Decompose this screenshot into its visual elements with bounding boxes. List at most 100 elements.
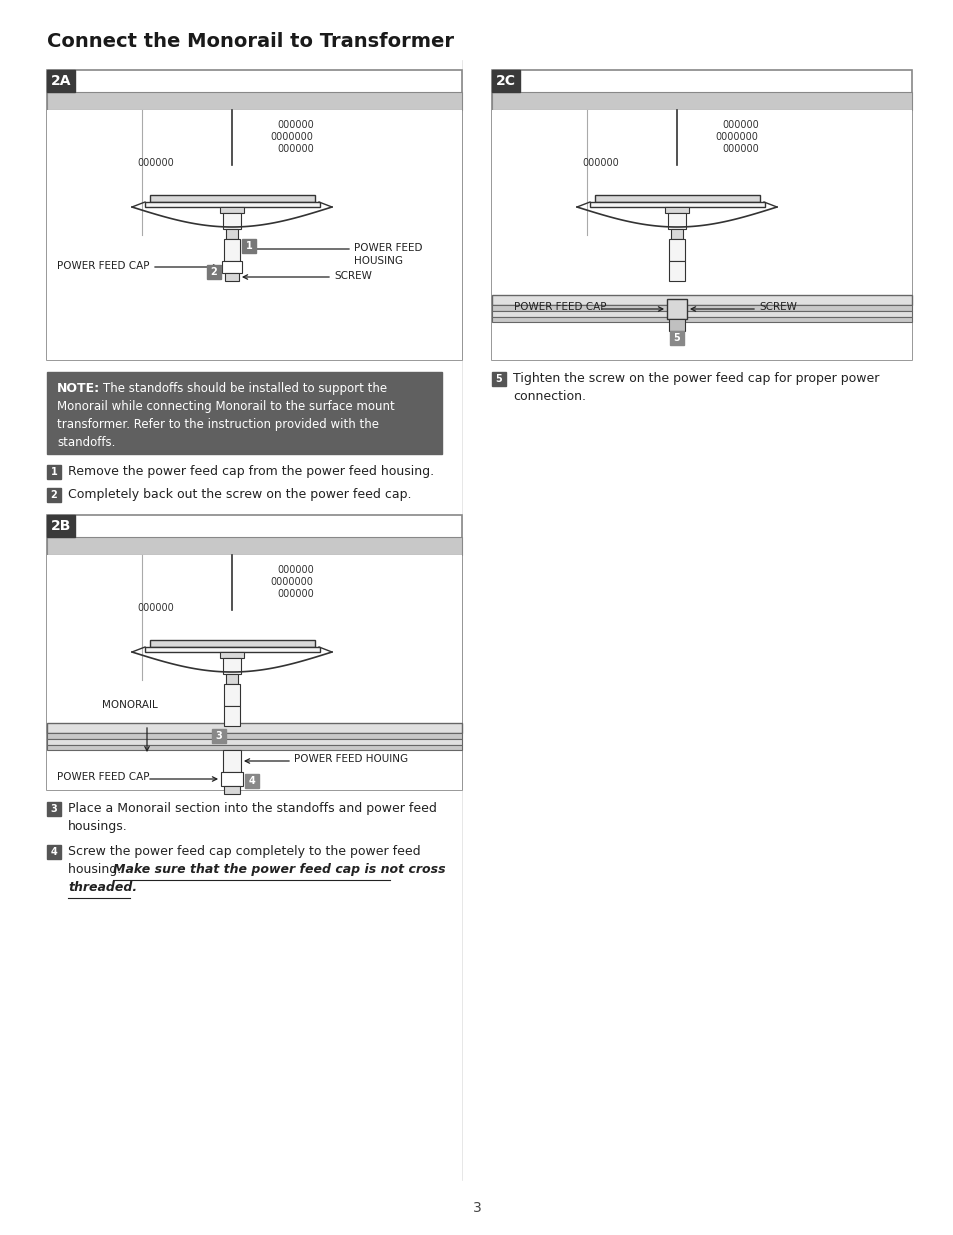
Bar [492,305,911,311]
Bar [242,240,255,253]
Text: 1: 1 [51,467,57,477]
Text: Monorail while connecting Monorail to the surface mount: Monorail while connecting Monorail to th… [57,400,395,412]
Bar [226,228,237,240]
Bar [492,70,911,359]
Bar [223,658,241,674]
Bar [47,515,75,537]
Bar [666,299,686,319]
Bar [492,317,911,322]
Text: POWER FEED CAP: POWER FEED CAP [514,303,606,312]
Bar [224,684,240,706]
Bar [47,466,61,479]
Text: Make sure that the power feed cap is not cross: Make sure that the power feed cap is not… [112,863,445,876]
Text: threaded.: threaded. [68,881,137,894]
Text: SCREW: SCREW [759,303,796,312]
Bar [145,203,319,207]
Text: connection.: connection. [513,390,585,403]
Bar [670,228,682,240]
Text: 4: 4 [51,847,57,857]
Bar [47,91,461,110]
Text: 3: 3 [215,731,222,741]
Bar [224,706,240,726]
Bar [47,110,461,359]
Bar [47,537,461,555]
Bar [220,652,244,658]
Bar [220,207,244,212]
Text: Completely back out the screw on the power feed cap.: Completely back out the screw on the pow… [68,488,411,501]
Text: 5: 5 [496,374,502,384]
Text: transformer. Refer to the instruction provided with the: transformer. Refer to the instruction pr… [57,417,378,431]
Bar [492,70,519,91]
Text: NOTE:: NOTE: [57,382,100,395]
Text: housing.: housing. [68,863,125,876]
Text: Tighten the screw on the power feed cap for proper power: Tighten the screw on the power feed cap … [513,372,879,385]
Text: 2: 2 [211,267,217,277]
Text: 000000: 000000 [137,603,173,613]
Text: 000000: 000000 [137,158,173,168]
Text: 000000: 000000 [276,144,314,154]
Bar [150,640,314,647]
Bar [492,295,911,305]
Bar [47,722,461,734]
Text: Screw the power feed cap completely to the power feed: Screw the power feed cap completely to t… [68,845,420,858]
Bar [492,311,911,317]
Text: 2C: 2C [496,74,516,88]
Text: 2A: 2A [51,74,71,88]
Bar [224,240,240,261]
Text: POWER FEED CAP: POWER FEED CAP [57,772,150,782]
Bar [47,802,61,816]
Bar [47,555,461,790]
Bar [47,515,461,790]
Text: The standoffs should be installed to support the: The standoffs should be installed to sup… [103,382,387,395]
Bar [668,240,684,261]
Bar [221,772,243,785]
Text: housings.: housings. [68,820,128,832]
Text: 000000: 000000 [721,144,758,154]
Text: 1: 1 [245,241,253,251]
Bar [47,70,461,359]
Text: POWER FEED: POWER FEED [354,243,422,253]
Text: 3: 3 [472,1200,481,1215]
Text: Remove the power feed cap from the power feed housing.: Remove the power feed cap from the power… [68,466,434,478]
Text: HOUSING: HOUSING [354,256,402,266]
Bar [47,739,461,745]
Bar [47,372,441,454]
Bar [145,647,319,652]
Bar [668,319,684,331]
Bar [222,261,242,273]
Text: 0000000: 0000000 [714,132,757,142]
Bar [245,774,258,788]
Bar [47,488,61,501]
Text: SCREW: SCREW [334,270,372,282]
Bar [150,195,314,203]
Bar [669,331,683,345]
Bar [212,729,226,743]
Bar [225,273,239,282]
Text: Place a Monorail section into the standoffs and power feed: Place a Monorail section into the stando… [68,802,436,815]
Bar [595,195,760,203]
Bar [667,212,685,228]
Text: MONORAIL: MONORAIL [102,700,157,710]
Text: 4: 4 [249,776,255,785]
Bar [492,91,911,110]
Text: POWER FEED HOUING: POWER FEED HOUING [294,755,408,764]
Bar [664,207,688,212]
Bar [224,785,240,794]
Text: 000000: 000000 [276,564,314,576]
Bar [668,261,684,282]
Text: Connect the Monorail to Transformer: Connect the Monorail to Transformer [47,32,454,51]
Bar [589,203,764,207]
Text: 2B: 2B [51,519,71,534]
Text: standoffs.: standoffs. [57,436,115,450]
Bar [47,845,61,860]
Text: 000000: 000000 [721,120,758,130]
Bar [492,110,911,359]
Bar [226,674,237,684]
Text: 0000000: 0000000 [270,132,313,142]
Text: 000000: 000000 [276,120,314,130]
Text: POWER FEED CAP: POWER FEED CAP [57,261,150,270]
Bar [223,750,241,772]
Bar [223,212,241,228]
Text: 000000: 000000 [276,589,314,599]
Bar [207,266,221,279]
